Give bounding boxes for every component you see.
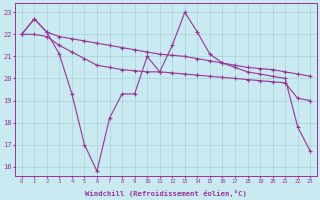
X-axis label: Windchill (Refroidissement éolien,°C): Windchill (Refroidissement éolien,°C) (85, 190, 247, 197)
